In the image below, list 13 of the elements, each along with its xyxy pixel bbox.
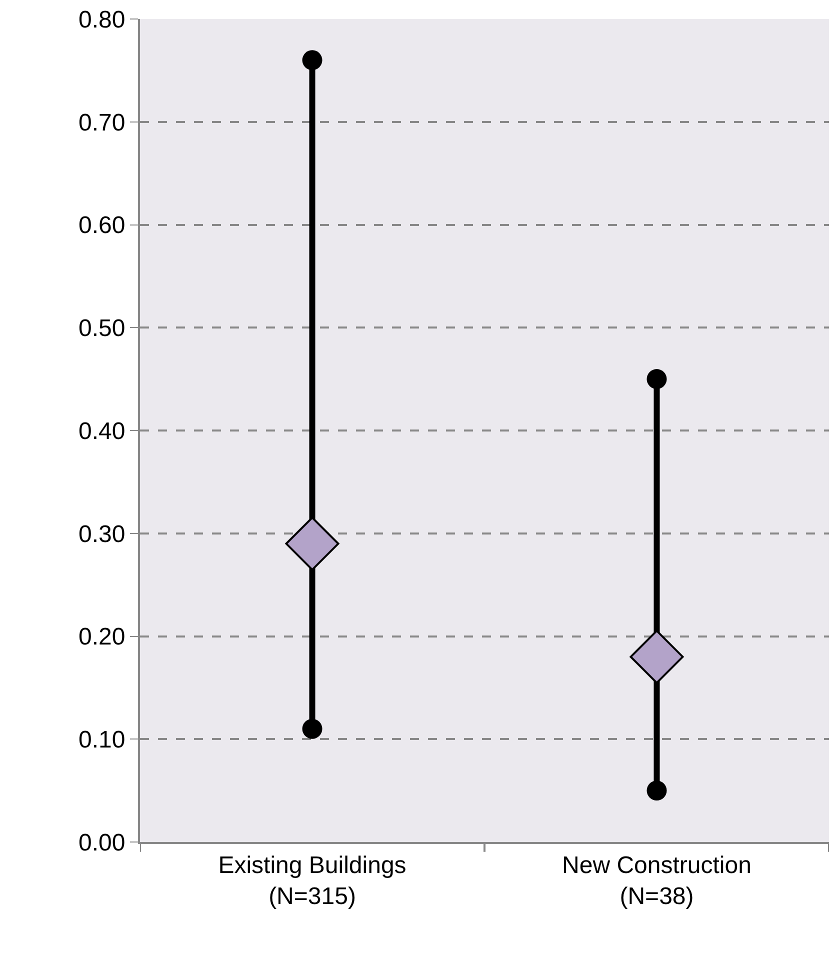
x-tick-label: New Construction (N=38) <box>562 852 752 910</box>
y-tick-label: 0.80 <box>78 6 126 34</box>
y-tick-label: 0.60 <box>78 212 126 240</box>
point <box>646 369 667 390</box>
y-tick-label: 0.70 <box>78 109 126 136</box>
y-tick-label: 0.30 <box>78 520 126 548</box>
y-tick-label: 0.10 <box>78 726 126 754</box>
y-tick-label: 0.50 <box>78 315 126 342</box>
y-tick-label: 0.00 <box>78 829 126 856</box>
y-tick-label: 0.20 <box>78 624 126 651</box>
y-tick-label: 0.40 <box>78 418 126 445</box>
x-tick-label: Existing Buildings (N=315) <box>218 852 406 910</box>
point <box>302 718 322 739</box>
